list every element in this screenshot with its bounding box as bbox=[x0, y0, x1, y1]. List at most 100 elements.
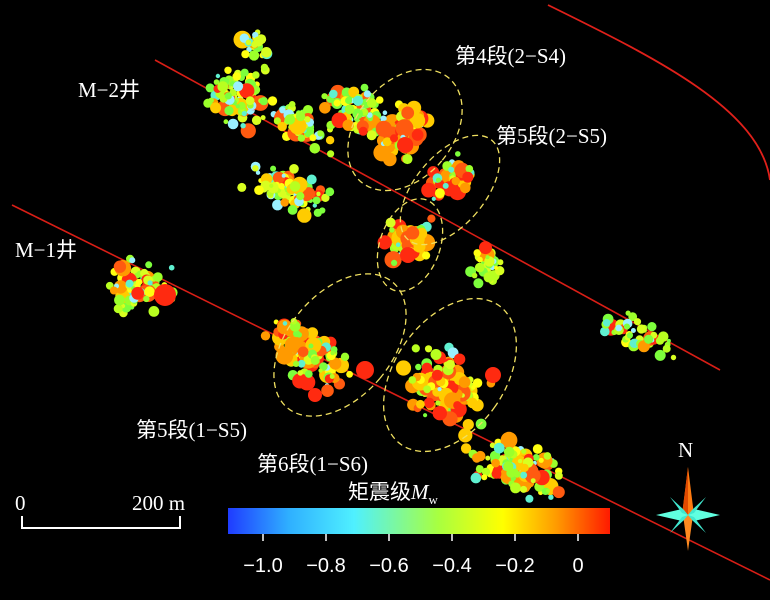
event-point bbox=[245, 39, 252, 46]
event-point bbox=[248, 50, 260, 61]
event-point bbox=[240, 68, 249, 77]
colorbar-tick-label: −0.6 bbox=[369, 555, 408, 577]
well-label-m1: M−1井 bbox=[15, 238, 78, 262]
event-point bbox=[474, 262, 485, 273]
event-point bbox=[224, 92, 232, 100]
event-point bbox=[662, 344, 671, 353]
event-point bbox=[377, 235, 392, 250]
event-point bbox=[131, 286, 145, 300]
event-point bbox=[525, 494, 534, 503]
event-point bbox=[312, 196, 321, 205]
event-point bbox=[278, 183, 285, 190]
event-point bbox=[125, 279, 134, 288]
event-point bbox=[114, 294, 125, 306]
event-point bbox=[317, 130, 324, 137]
event-point bbox=[471, 272, 478, 279]
event-point bbox=[342, 119, 354, 131]
event-point bbox=[460, 182, 471, 194]
event-point bbox=[287, 205, 298, 215]
event-point bbox=[129, 257, 136, 264]
event-point bbox=[272, 171, 285, 184]
event-point bbox=[227, 118, 239, 130]
event-point bbox=[267, 182, 279, 194]
scale-bar bbox=[21, 516, 181, 529]
event-point bbox=[431, 196, 436, 201]
event-point bbox=[321, 193, 330, 202]
event-point bbox=[430, 349, 442, 360]
event-point bbox=[451, 176, 460, 186]
event-point bbox=[260, 63, 269, 72]
event-point bbox=[467, 397, 478, 409]
event-point bbox=[297, 208, 312, 223]
large-event-point bbox=[356, 361, 374, 379]
event-point bbox=[493, 442, 505, 454]
event-point bbox=[237, 101, 246, 110]
event-point bbox=[145, 261, 153, 269]
event-point bbox=[235, 104, 240, 109]
event-point bbox=[288, 101, 296, 108]
event-point bbox=[373, 143, 392, 162]
event-point bbox=[380, 115, 387, 122]
event-point bbox=[409, 113, 426, 129]
event-point bbox=[306, 174, 317, 185]
event-point bbox=[375, 96, 384, 104]
event-point bbox=[520, 463, 529, 472]
event-point bbox=[237, 182, 247, 192]
event-point bbox=[546, 488, 550, 493]
event-point bbox=[395, 360, 412, 376]
event-point bbox=[462, 171, 474, 183]
event-point bbox=[147, 280, 153, 286]
event-point bbox=[316, 191, 321, 196]
event-point bbox=[458, 376, 471, 388]
stage-label-1-s5: 第5段(1−S5) bbox=[136, 418, 248, 442]
event-point bbox=[413, 240, 426, 253]
event-point bbox=[348, 86, 360, 98]
event-point bbox=[427, 214, 436, 223]
event-point bbox=[445, 359, 455, 370]
event-point bbox=[384, 251, 402, 269]
event-point bbox=[485, 255, 490, 260]
event-point bbox=[252, 165, 259, 172]
large-event-point bbox=[397, 137, 413, 153]
stage-label-1-s6: 第6段(1−S6) bbox=[257, 452, 369, 476]
stage-ellipse-1-s5 bbox=[273, 273, 407, 417]
scale-bar-start-label: 0 bbox=[15, 491, 26, 515]
event-point bbox=[310, 355, 320, 365]
event-point bbox=[462, 419, 474, 431]
event-point bbox=[289, 181, 301, 192]
event-point bbox=[636, 324, 647, 334]
event-point bbox=[470, 472, 482, 484]
event-point bbox=[473, 278, 484, 289]
event-point bbox=[297, 370, 304, 376]
event-point bbox=[255, 170, 261, 175]
colorbar-tick-label: −0.8 bbox=[306, 555, 345, 577]
event-point bbox=[375, 120, 392, 137]
event-point bbox=[623, 323, 631, 330]
event-point bbox=[658, 353, 663, 358]
event-point bbox=[366, 98, 377, 108]
event-point bbox=[494, 265, 499, 270]
event-point bbox=[109, 286, 118, 295]
event-point bbox=[382, 137, 392, 147]
event-point bbox=[143, 295, 150, 303]
event-point bbox=[254, 185, 264, 195]
event-point bbox=[390, 134, 398, 143]
well-label-m2: M−2井 bbox=[78, 78, 141, 102]
event-point bbox=[223, 119, 229, 125]
event-point bbox=[401, 106, 415, 120]
event-point bbox=[325, 187, 335, 197]
event-point bbox=[520, 471, 528, 479]
event-point bbox=[442, 182, 449, 189]
large-event-point bbox=[400, 247, 416, 263]
event-point bbox=[273, 117, 281, 125]
event-point bbox=[524, 467, 541, 484]
event-point bbox=[298, 374, 316, 391]
event-point bbox=[215, 73, 221, 79]
event-point bbox=[543, 452, 552, 460]
event-point bbox=[327, 150, 335, 158]
event-point bbox=[224, 66, 232, 75]
event-point bbox=[241, 50, 250, 59]
event-point bbox=[366, 130, 377, 141]
